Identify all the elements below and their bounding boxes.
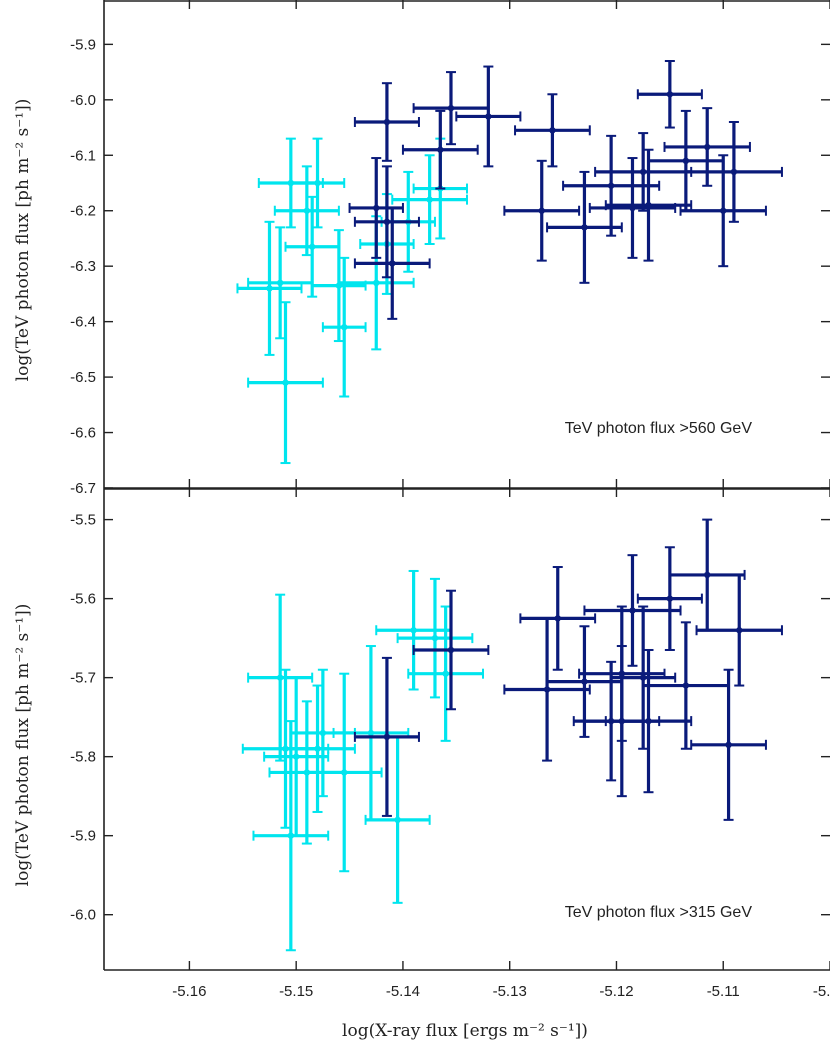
y-tick-label: -6.7 <box>70 480 96 497</box>
data-point-low-state <box>289 137 346 229</box>
x-axis-label: log(X-ray flux [ergs m⁻² s⁻¹]) <box>342 1021 588 1041</box>
data-point-low-state <box>391 154 468 245</box>
annotation-top: TeV photon flux >560 GeV <box>565 420 753 437</box>
y-tick-label: -5.6 <box>70 591 96 608</box>
x-tick-label: -5.15 <box>279 983 313 1000</box>
y-tick-label: -6.3 <box>70 258 96 275</box>
data-point-low-state <box>236 220 303 356</box>
data-point-high-state <box>412 71 490 146</box>
data-point-low-state <box>279 684 356 813</box>
x-tick-label: -5.16 <box>172 983 206 1000</box>
data-point-high-state <box>353 656 420 817</box>
data-point-high-state <box>401 109 479 190</box>
data-point-high-state <box>353 165 420 279</box>
data-point-low-state <box>247 301 324 465</box>
data-point-low-state <box>305 672 383 873</box>
data-point-high-state <box>546 170 623 284</box>
data-point-high-state <box>663 107 751 187</box>
data-point-low-state <box>321 256 367 398</box>
x-tick-label: -5.13 <box>493 983 527 1000</box>
data-point-high-state <box>503 159 581 262</box>
data-point-high-state <box>636 546 703 651</box>
data-point-low-state <box>273 165 340 257</box>
y-tick-label: -6.0 <box>70 92 96 109</box>
data-point-high-state <box>583 554 682 667</box>
data-point-high-state <box>642 621 730 750</box>
y-tick-label: -6.0 <box>70 907 96 924</box>
y-tick-label: -6.4 <box>70 314 96 331</box>
y-axis-label-top: log(TeV photon flux [ph m⁻² s⁻¹]) <box>13 99 33 382</box>
data-point-low-state <box>407 605 485 742</box>
x-tick-label: -5.14 <box>386 983 420 1000</box>
y-tick-label: -5.8 <box>70 749 96 766</box>
data-point-high-state <box>610 605 677 750</box>
y-tick-label: -5.5 <box>70 512 96 529</box>
data-point-high-state <box>695 573 783 687</box>
data-point-high-state <box>588 157 677 259</box>
data-point-low-state <box>263 676 330 837</box>
bottom-panel: -6.0 -5.9 -5.8 -5.7 -5.6 -5.5 -5.16 -5.15 -5.14 -… <box>70 488 830 1000</box>
data-point-high-state <box>455 65 522 168</box>
data-point-high-state <box>514 93 591 168</box>
data-point-high-state <box>647 109 725 212</box>
x-tick-label: -5.11 <box>707 983 740 1000</box>
data-point-low-state <box>247 593 314 762</box>
y-tick-label: -5.9 <box>70 36 96 53</box>
data-point-high-state <box>412 589 490 711</box>
data-point-low-state <box>396 577 474 699</box>
data-point-high-state <box>604 648 693 794</box>
data-point-high-state <box>690 668 767 821</box>
y-tick-label: -6.6 <box>70 425 96 442</box>
data-point-high-state <box>679 154 767 268</box>
data-point-high-state <box>636 60 703 129</box>
x-tick-label: -5.12 <box>599 983 633 1000</box>
data-point-high-state <box>348 157 404 259</box>
top-panel: -6.7 -6.6 -6.5 -6.4 -6.3 -6.2 -6.1 -6.0 -5.9 <box>70 0 830 497</box>
y-tick-label: -5.7 <box>70 670 96 687</box>
data-point-high-state <box>353 82 420 162</box>
y-tick-label: -6.5 <box>70 369 96 386</box>
data-point-high-state <box>353 206 431 320</box>
data-point-high-state <box>594 132 693 212</box>
data-point-low-state <box>252 720 330 952</box>
data-point-high-state <box>519 566 597 671</box>
data-point-high-state <box>604 148 693 262</box>
y-tick-label: -6.1 <box>70 147 96 164</box>
y-tick-label: -6.2 <box>70 203 96 220</box>
annotation-bottom: TeV photon flux >315 GeV <box>565 904 753 921</box>
x-tick-label: -5.10 <box>813 983 830 1000</box>
data-point-low-state <box>364 735 431 904</box>
data-point-high-state <box>503 617 591 762</box>
data-point-low-state <box>247 226 314 340</box>
data-point-low-state <box>284 195 340 298</box>
data-point-high-state <box>562 134 661 237</box>
y-axis-label-bottom: log(TeV photon flux [ph m⁻² s⁻¹]) <box>13 604 33 887</box>
data-point-high-state <box>684 121 783 223</box>
data-point-high-state <box>578 605 666 742</box>
y-tick-label: -5.9 <box>70 828 96 845</box>
data-point-high-state <box>668 518 746 632</box>
